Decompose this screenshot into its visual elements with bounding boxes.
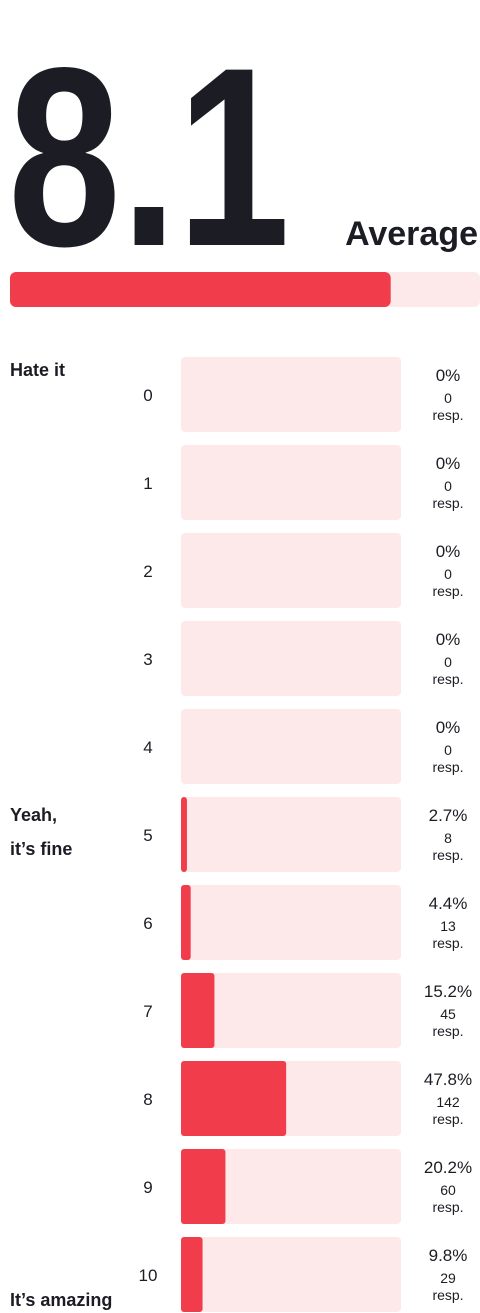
bar — [181, 1061, 287, 1136]
response-count: 0 — [444, 566, 452, 582]
response-unit: resp. — [432, 759, 463, 775]
category-label: 7 — [143, 1002, 152, 1021]
response-count: 8 — [444, 830, 452, 846]
category-label: 3 — [143, 650, 152, 669]
response-unit: resp. — [432, 1023, 463, 1039]
percent-label: 15.2% — [424, 982, 472, 1001]
bar — [181, 885, 191, 960]
percent-label: 0% — [436, 542, 461, 561]
response-unit: resp. — [432, 935, 463, 951]
bar — [181, 1237, 203, 1312]
percent-label: 0% — [436, 630, 461, 649]
response-count: 0 — [444, 742, 452, 758]
category-label: 5 — [143, 826, 152, 845]
scale-label: it’s fine — [10, 839, 72, 859]
percent-label: 2.7% — [429, 806, 468, 825]
scale-label: It’s amazing — [10, 1290, 112, 1310]
average-bar — [10, 272, 391, 307]
bar-track — [181, 973, 401, 1048]
response-count: 13 — [440, 918, 456, 934]
bar-track — [181, 445, 401, 520]
category-label: 8 — [143, 1090, 152, 1109]
bar-track — [181, 709, 401, 784]
percent-label: 47.8% — [424, 1070, 472, 1089]
bar-track — [181, 1237, 401, 1312]
bar — [181, 1149, 226, 1224]
average-value: 8.1 — [8, 15, 290, 300]
response-unit: resp. — [432, 1287, 463, 1303]
response-unit: resp. — [432, 671, 463, 687]
response-count: 0 — [444, 654, 452, 670]
response-count: 29 — [440, 1270, 456, 1286]
scale-label: Hate it — [10, 360, 65, 380]
response-unit: resp. — [432, 495, 463, 511]
bar-track — [181, 797, 401, 872]
bar — [181, 973, 215, 1048]
category-label: 10 — [139, 1266, 158, 1285]
response-count: 60 — [440, 1182, 456, 1198]
response-unit: resp. — [432, 1199, 463, 1215]
response-unit: resp. — [432, 583, 463, 599]
bar-track — [181, 621, 401, 696]
bar-track — [181, 357, 401, 432]
response-unit: resp. — [432, 407, 463, 423]
bar — [181, 797, 187, 872]
scale-label: Yeah, — [10, 805, 57, 825]
response-count: 0 — [444, 390, 452, 406]
percent-label: 0% — [436, 366, 461, 385]
percent-label: 9.8% — [429, 1246, 468, 1265]
bar-track — [181, 885, 401, 960]
category-label: 6 — [143, 914, 152, 933]
category-label: 9 — [143, 1178, 152, 1197]
percent-label: 4.4% — [429, 894, 468, 913]
bar-track — [181, 1149, 401, 1224]
category-label: 0 — [143, 386, 152, 405]
percent-label: 20.2% — [424, 1158, 472, 1177]
category-label: 1 — [143, 474, 152, 493]
response-count: 142 — [436, 1094, 460, 1110]
response-unit: resp. — [432, 1111, 463, 1127]
category-label: 2 — [143, 562, 152, 581]
percent-label: 0% — [436, 718, 461, 737]
response-count: 0 — [444, 478, 452, 494]
bar-track — [181, 533, 401, 608]
response-unit: resp. — [432, 847, 463, 863]
response-count: 45 — [440, 1006, 456, 1022]
percent-label: 0% — [436, 454, 461, 473]
average-title: Average — [345, 215, 478, 253]
category-label: 4 — [143, 738, 152, 757]
